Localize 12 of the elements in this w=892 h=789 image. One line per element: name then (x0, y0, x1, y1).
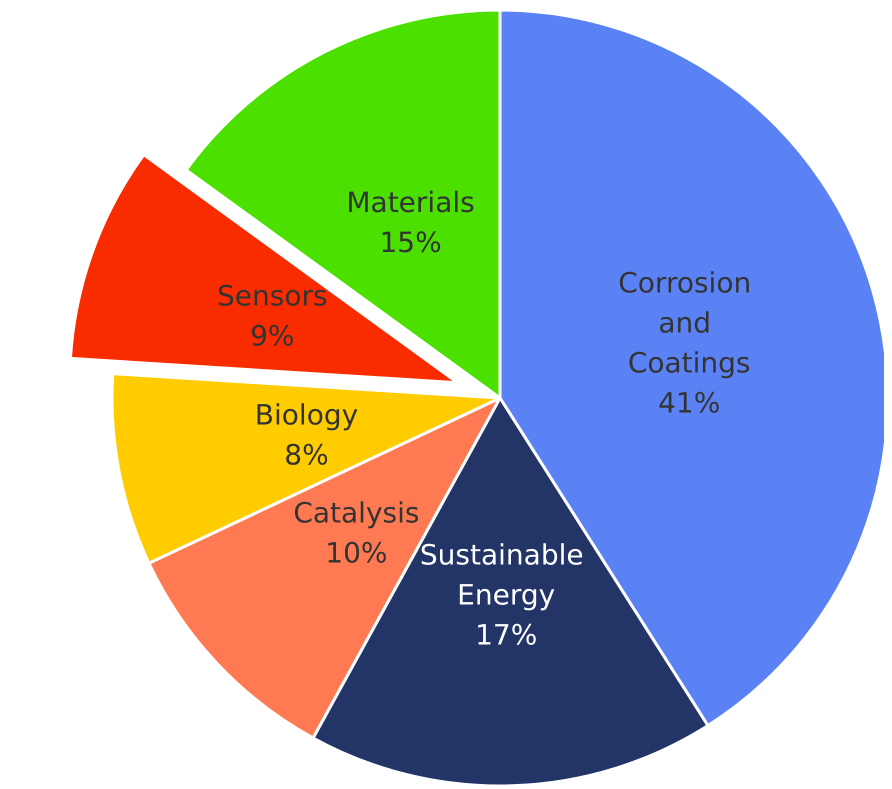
slice-label: Sustainable Energy (420, 538, 592, 612)
slice-label: Corrosion and Coatings (618, 266, 760, 380)
data-label: 15% (379, 226, 442, 259)
data-label: 17% (475, 618, 538, 652)
slice-label: Catalysis (293, 496, 420, 530)
data-label: 41% (658, 386, 720, 420)
slice-label: Biology (254, 398, 358, 432)
data-label: 9% (250, 320, 295, 353)
slice-label: Materials (346, 186, 475, 219)
slice-label: Sensors (217, 280, 328, 313)
data-label: 10% (325, 536, 388, 570)
data-label: 8% (284, 438, 329, 472)
